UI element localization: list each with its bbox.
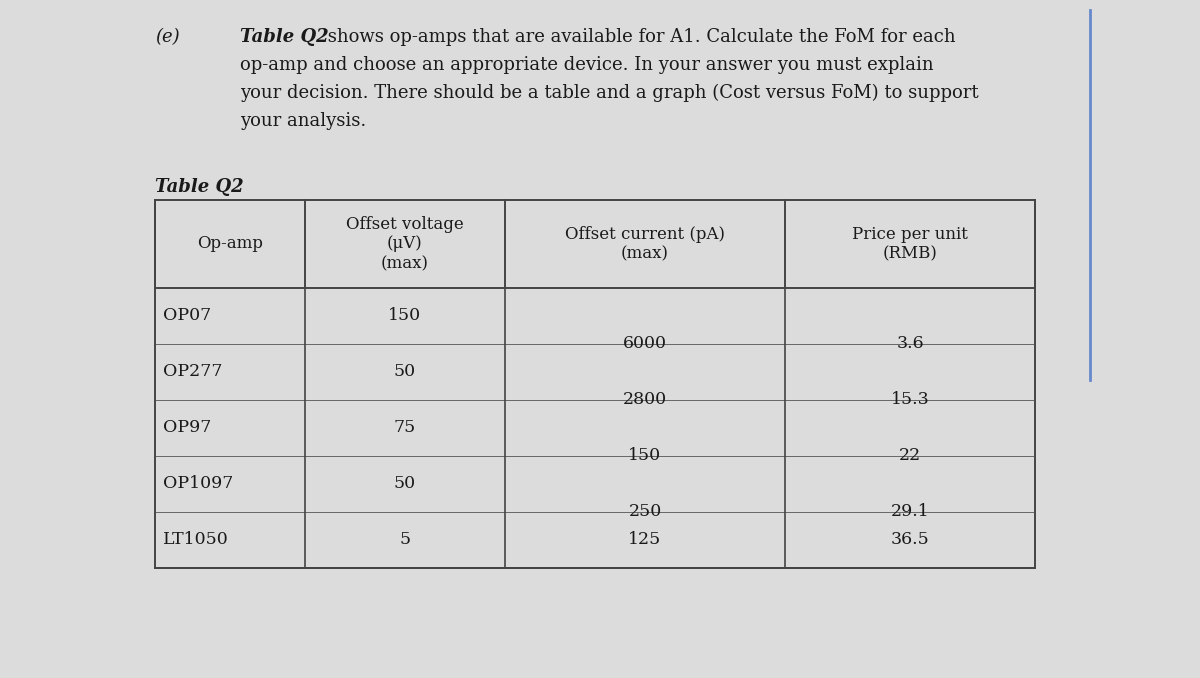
Text: your decision. There should be a table and a graph (Cost versus FoM) to support: your decision. There should be a table a…: [240, 84, 979, 102]
Text: 75: 75: [394, 420, 416, 437]
Text: 15.3: 15.3: [890, 391, 929, 409]
Text: 6000: 6000: [623, 336, 667, 353]
Text: 250: 250: [629, 504, 661, 521]
Text: 5: 5: [400, 532, 410, 549]
Text: LT1050: LT1050: [163, 532, 229, 549]
Text: 36.5: 36.5: [890, 532, 929, 549]
Text: (e): (e): [155, 28, 180, 46]
Text: Price per unit
(RMB): Price per unit (RMB): [852, 226, 968, 262]
Text: 29.1: 29.1: [890, 504, 929, 521]
Text: your analysis.: your analysis.: [240, 112, 366, 130]
Text: Offset voltage
(μV)
(max): Offset voltage (μV) (max): [346, 216, 464, 272]
Text: 50: 50: [394, 475, 416, 492]
Text: 50: 50: [394, 363, 416, 380]
Text: 2800: 2800: [623, 391, 667, 409]
Text: Table Q2: Table Q2: [240, 28, 329, 46]
Text: op-amp and choose an appropriate device. In your answer you must explain: op-amp and choose an appropriate device.…: [240, 56, 934, 74]
Text: 150: 150: [629, 447, 661, 464]
Text: 125: 125: [629, 532, 661, 549]
Text: 3.6: 3.6: [896, 336, 924, 353]
Bar: [155, 200, 1034, 568]
Text: OP97: OP97: [163, 420, 211, 437]
Text: OP07: OP07: [163, 308, 211, 325]
Text: OP277: OP277: [163, 363, 222, 380]
Text: Table Q2: Table Q2: [155, 178, 244, 196]
Text: OP1097: OP1097: [163, 475, 233, 492]
Text: shows op-amps that are available for A1. Calculate the FoM for each: shows op-amps that are available for A1.…: [322, 28, 955, 46]
Text: Op-amp: Op-amp: [197, 235, 263, 252]
Text: Offset current (pA)
(max): Offset current (pA) (max): [565, 226, 725, 262]
Text: 22: 22: [899, 447, 922, 464]
Text: 150: 150: [389, 308, 421, 325]
